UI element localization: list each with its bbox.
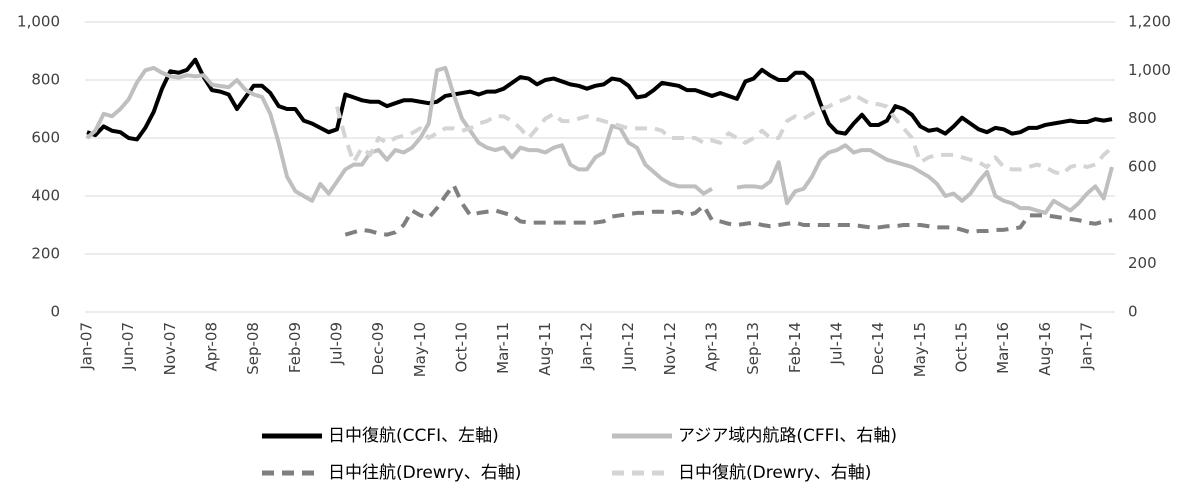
legend-label: アジア域内航路(CFFI、右軸): [678, 426, 897, 446]
series-line: [85, 65, 1114, 215]
x-tick-label: Mar-11: [494, 322, 512, 374]
legend-label: 日中復航(CCFI、左軸): [328, 426, 499, 446]
legend-label: 日中往航(Drewry、右軸): [328, 463, 521, 483]
x-tick-label: Jul-09: [328, 322, 346, 366]
y-tick-label: 800: [31, 71, 60, 89]
y2-tick-label: 600: [1128, 158, 1157, 176]
x-tick-label: Sep-08: [244, 322, 262, 375]
x-tick-label: Jul-14: [828, 322, 846, 366]
x-tick-label: Apr-08: [203, 322, 221, 372]
x-tick-label: Jan-17: [1078, 322, 1096, 371]
series-line: [344, 183, 1113, 237]
x-tick-label: Feb-14: [786, 322, 804, 373]
x-tick-label: Jan-07: [78, 322, 96, 371]
x-tick-label: Apr-13: [703, 322, 721, 372]
x-tick-label: Oct-15: [953, 322, 971, 372]
y-tick-label: 600: [31, 129, 60, 147]
y2-tick-label: 0: [1128, 303, 1138, 321]
y2-tick-label: 800: [1128, 109, 1157, 127]
x-tick-label: Jan-12: [578, 322, 596, 371]
y2-tick-label: 1,000: [1128, 61, 1171, 79]
x-tick-label: Mar-16: [994, 322, 1012, 374]
x-tick-label: Sep-13: [744, 322, 762, 375]
y2-tick-label: 400: [1128, 206, 1157, 224]
x-tick-label: Aug-11: [536, 322, 554, 376]
x-tick-label: Aug-16: [1036, 322, 1054, 376]
y2-tick-label: 200: [1128, 254, 1157, 272]
x-tick-label: Dec-09: [369, 322, 387, 376]
x-tick-label: Jun-07: [119, 322, 137, 371]
x-tick-label: May-15: [911, 322, 929, 377]
series-line: [335, 92, 1114, 177]
x-tick-label: Dec-14: [869, 322, 887, 376]
legend-label: 日中復航(Drewry、右軸): [678, 463, 871, 483]
x-tick-label: May-10: [411, 322, 429, 377]
x-tick-label: Jun-12: [619, 322, 637, 371]
series-line: [86, 57, 1113, 142]
x-tick-label: Nov-07: [161, 322, 179, 375]
y-tick-label: 200: [31, 245, 60, 263]
x-tick-label: Feb-09: [286, 322, 304, 373]
y-tick-label: 400: [31, 187, 60, 205]
y-tick-label: 0: [50, 303, 60, 321]
y-tick-label: 1,000: [17, 13, 60, 31]
x-tick-label: Oct-10: [453, 322, 471, 372]
x-tick-label: Nov-12: [661, 322, 679, 375]
y2-tick-label: 1,200: [1128, 13, 1171, 31]
